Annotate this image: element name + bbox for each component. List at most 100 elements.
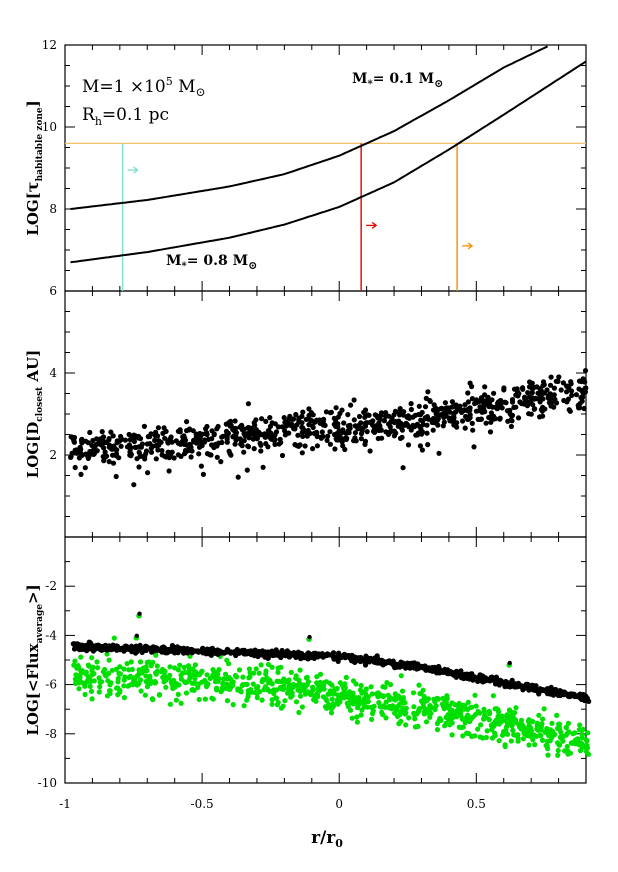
data-point [152,437,158,443]
data-point [158,439,164,445]
data-point [94,659,100,665]
data-point [463,413,469,420]
data-point [418,698,425,704]
data-point [422,404,429,410]
data-point [537,732,543,738]
data-point [498,397,504,404]
data-point [186,678,192,684]
data-point [387,424,393,430]
data-point [214,454,220,460]
top-y-axis-title: LOG[τhabitable zone] [23,100,45,235]
data-point [184,419,190,425]
data-point [191,687,197,693]
data-point [556,374,562,380]
data-point [462,720,468,726]
data-point [554,712,560,719]
data-point [457,403,463,409]
data-point [105,678,111,684]
data-point [278,684,284,691]
data-point [460,733,466,739]
data-point [222,681,228,687]
data-point [383,429,389,435]
data-point [489,397,495,403]
data-point [304,682,310,688]
half-mass-radius-annotation: Rh=0.1 pc [82,105,169,128]
data-point [449,707,455,714]
data-point [491,390,497,396]
data-point [460,418,466,424]
data-point [177,662,183,668]
right-arrow-head [133,166,139,174]
data-point [290,681,296,687]
data-point [458,703,464,709]
data-point [558,729,564,735]
data-point [129,666,135,673]
bottom-panel-frame [64,536,587,784]
data-point [96,675,102,681]
data-point [266,428,272,434]
data-point [462,671,468,677]
data-point [124,644,130,650]
data-point [269,664,275,670]
data-point [560,733,567,740]
data-point [332,446,338,452]
data-point [385,704,391,710]
y-tick-label: 8 [49,202,57,216]
data-point [350,696,356,703]
data-point [338,430,344,436]
data-point [135,645,141,651]
data-point [340,653,346,659]
data-point [257,689,263,695]
data-point [285,418,291,424]
data-point [449,399,455,405]
data-point [545,688,551,694]
data-point [345,412,351,418]
data-point [480,404,486,410]
data-point [258,662,264,668]
data-point [113,666,119,672]
data-point [577,405,583,411]
data-point [435,422,441,428]
data-point [542,390,548,396]
data-point [130,682,136,688]
data-point [541,706,547,712]
data-point [286,651,292,657]
data-point [525,390,531,396]
data-point [254,695,260,701]
data-point [564,383,570,389]
data-point [510,727,516,734]
data-point [282,432,288,438]
data-point [90,437,96,444]
data-point [258,442,264,448]
data-point [531,732,537,738]
data-point [556,725,563,731]
data-point [439,405,445,411]
data-point [361,409,367,415]
data-point [324,437,330,443]
data-point [391,433,397,439]
data-point [260,464,266,470]
data-point [173,697,179,703]
data-point [359,707,365,713]
data-point [376,700,382,706]
data-point [537,686,543,692]
data-point [134,456,140,462]
data-point [537,392,543,398]
data-point [361,696,367,702]
data-point [371,703,377,709]
data-point [585,730,591,736]
data-point [538,727,544,733]
y-tick-label: 4 [49,366,57,380]
data-point [101,445,107,451]
data-point [354,714,360,720]
data-point [482,713,488,719]
data-point [570,740,576,747]
data-point [582,368,589,374]
data-point [159,448,165,454]
data-point [360,425,366,431]
data-point [410,422,416,428]
data-point [403,705,409,711]
data-point [149,646,155,653]
data-point [523,398,529,404]
flux-points-green [71,635,592,759]
